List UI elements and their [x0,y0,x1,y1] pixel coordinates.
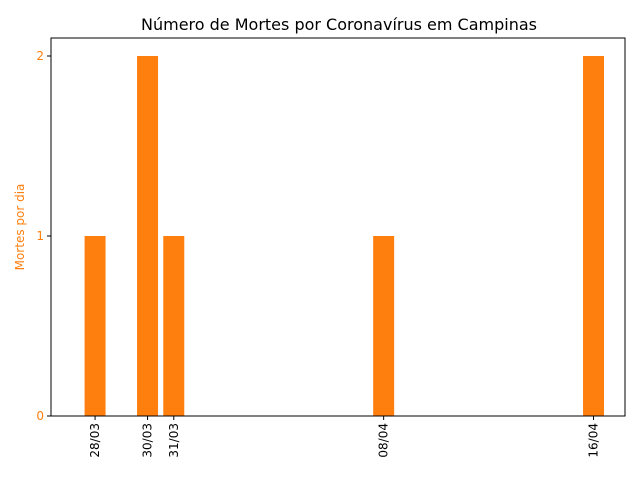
x-tick-label: 31/03 [167,423,181,458]
bar-30-03 [137,56,159,416]
chart-title: Número de Mortes por Coronavírus em Camp… [141,15,537,34]
x-axis-ticks: 28/03 30/03 31/03 08/04 16/04 [88,416,601,458]
bars-group [84,56,605,416]
y-tick-label: 1 [36,229,44,243]
y-tick-label: 0 [36,409,44,423]
x-tick-label: 08/04 [377,423,391,458]
bar-08-04 [373,236,395,416]
bar-16-04 [583,56,605,416]
x-tick-label: 16/04 [587,423,601,458]
bar-31-03 [163,236,185,416]
axes-frame [50,37,626,417]
y-axis-ticks: 0 1 2 [36,49,51,423]
x-tick-label: 30/03 [141,423,155,458]
y-tick-label: 2 [36,49,44,63]
x-tick-label: 28/03 [88,423,102,458]
bar-28-03 [84,236,106,416]
y-axis-label: Mortes por dia [13,184,27,271]
